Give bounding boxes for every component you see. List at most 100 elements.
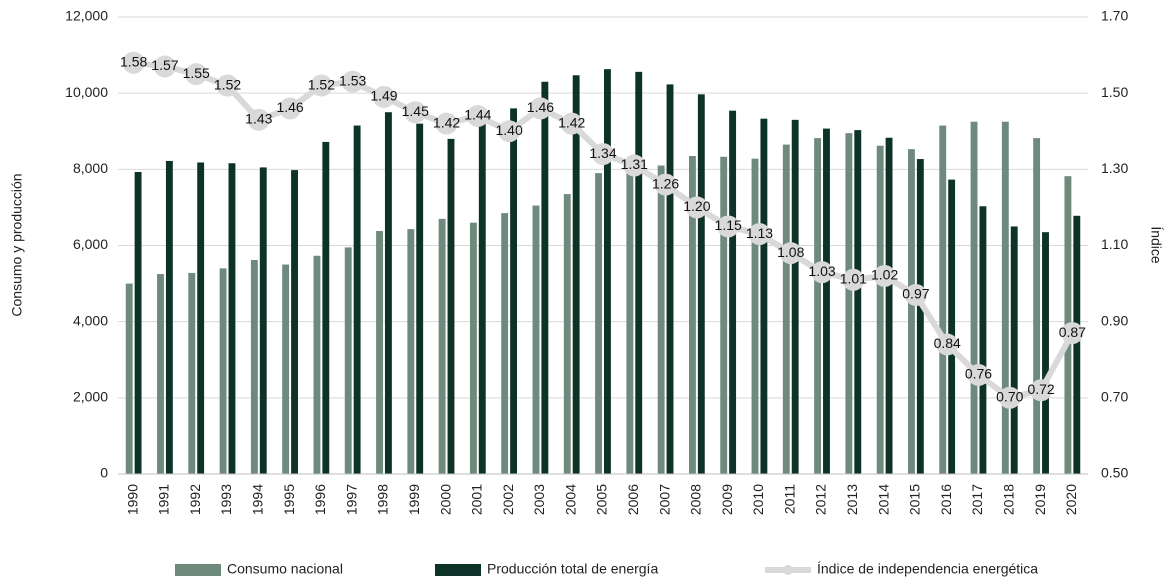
x-tick-label: 1996 [312,484,328,515]
value-label: 1.53 [339,72,366,88]
index-marker [685,196,708,219]
x-tick-label: 1995 [281,484,297,515]
index-marker [654,173,677,196]
value-label: 1.52 [214,76,241,92]
x-tick-label: 2009 [719,484,735,515]
value-label: 1.13 [746,225,773,241]
bar [1042,232,1049,474]
bar [416,123,424,474]
bar [353,125,361,474]
y2-tick-label: 1.10 [1101,236,1128,252]
index-marker [998,386,1021,409]
x-tick-label: 1997 [343,484,359,515]
index-marker [1061,322,1084,345]
bar [501,213,509,475]
bar [250,259,258,474]
value-label: 1.46 [527,99,554,115]
y-axis-title: Consumo y producción [9,173,25,316]
index-marker [717,215,740,238]
x-tick-label: 2002 [500,484,516,515]
index-marker [967,363,990,386]
index-marker [623,154,646,177]
x-tick-label: 2008 [688,484,704,515]
bar [595,173,602,474]
index-marker [904,284,927,307]
bar [376,231,383,474]
value-label: 1.03 [808,263,835,279]
index-marker [498,120,521,143]
x-tick-label: 2014 [875,484,891,515]
legend-swatch [175,564,221,576]
bar [626,169,634,475]
value-label: 0.76 [965,366,992,382]
index-marker [341,70,364,93]
bar [291,170,298,474]
y2-axis-title: Índice [1148,226,1164,264]
x-tick-label: 2006 [625,484,641,515]
index-marker [372,85,395,108]
bar [814,138,822,475]
y-tick-label: 6,000 [73,236,108,252]
bar [282,264,290,474]
bar [791,119,799,474]
bar [604,69,611,474]
legend-swatch [783,565,793,575]
legend-label: Consumo nacional [227,561,343,577]
x-tick-label: 1998 [375,484,391,515]
x-tick-label: 2001 [469,484,485,515]
bar [572,75,580,474]
index-marker [122,51,145,74]
index-marker [873,264,896,287]
bar [188,272,196,474]
bar [447,138,455,474]
value-label: 0.84 [934,335,961,351]
value-label: 0.97 [902,286,929,302]
bar [948,179,956,474]
bar [970,121,978,475]
bar [751,158,759,475]
value-label: 1.55 [183,65,210,81]
legend-label: Índice de independencia energética [817,561,1038,577]
bar [885,137,893,474]
bar [510,108,518,475]
bar [541,81,549,474]
bar [313,255,321,474]
x-tick-label: 1991 [156,484,172,515]
x-tick-label: 2016 [938,484,954,515]
bar [125,283,133,474]
index-marker [435,112,458,135]
bar [165,160,173,474]
index-marker [529,97,552,120]
y-tick-label: 0 [100,465,108,481]
x-tick-label: 1992 [187,484,203,515]
value-label: 1.34 [589,145,616,161]
index-marker [279,97,302,120]
y-tick-label: 12,000 [65,8,108,24]
index-marker [404,101,427,124]
y2-tick-label: 0.70 [1101,389,1128,405]
index-marker [842,268,865,291]
index-marker [779,242,802,265]
bar [384,112,392,474]
x-tick-label: 2015 [907,484,923,515]
value-label: 0.72 [1027,381,1054,397]
x-tick-label: 2007 [656,484,672,515]
value-label: 0.70 [996,389,1023,405]
bar [845,133,853,474]
bar [469,222,477,474]
bar [1010,226,1018,474]
x-tick-label: 2010 [750,484,766,515]
value-label: 1.42 [558,114,585,130]
bar [666,84,674,474]
value-label: 1.08 [777,244,804,260]
value-label: 1.44 [464,107,491,123]
bar [197,162,205,474]
index-marker [466,105,489,128]
index-marker [310,74,333,97]
x-tick-label: 2011 [781,484,797,514]
index-marker [592,143,614,166]
x-tick-label: 2003 [531,484,547,515]
bar [635,71,643,474]
x-tick-label: 1999 [406,484,422,515]
